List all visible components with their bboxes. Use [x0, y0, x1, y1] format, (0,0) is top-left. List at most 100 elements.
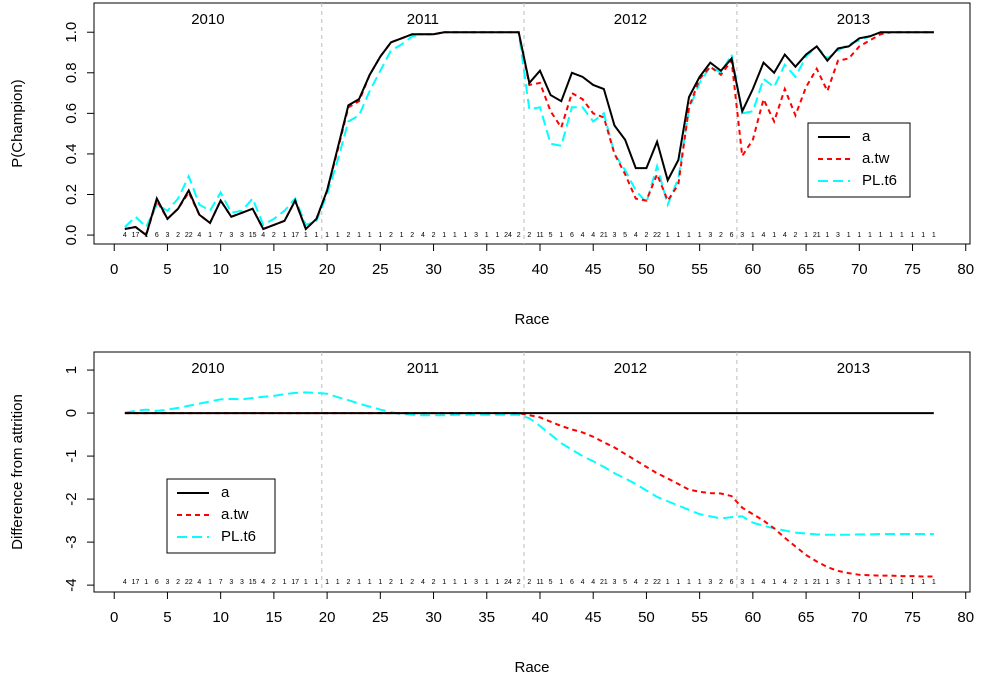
- finish-position: 1: [357, 579, 361, 586]
- y-tick-label: -2: [63, 492, 80, 505]
- x-tick-label: 0: [110, 609, 118, 626]
- x-tick-label: 40: [532, 609, 549, 626]
- finish-position: 1: [485, 579, 489, 586]
- finish-position: 1: [825, 232, 829, 239]
- finish-position: 2: [432, 232, 436, 239]
- x-tick-label: 55: [691, 609, 708, 626]
- finish-position: 1: [932, 579, 936, 586]
- finish-position: 1: [857, 579, 861, 586]
- finish-position: 15: [249, 579, 257, 586]
- finish-position: 4: [123, 232, 127, 239]
- finish-position: 4: [581, 232, 585, 239]
- y-tick-label: 0.6: [63, 103, 80, 124]
- finish-position: 3: [240, 579, 244, 586]
- finish-position: 2: [389, 579, 393, 586]
- finish-position: 4: [197, 579, 201, 586]
- finish-position: 1: [304, 579, 308, 586]
- finish-position: 1: [368, 579, 372, 586]
- finish-position: 4: [123, 579, 127, 586]
- finish-position: 1: [336, 579, 340, 586]
- y-tick-label: 0.0: [63, 225, 80, 246]
- finish-position: 3: [708, 232, 712, 239]
- x-tick-label: 55: [691, 261, 708, 278]
- finish-position: 2: [176, 579, 180, 586]
- finish-position: 4: [783, 232, 787, 239]
- finish-position: 3: [240, 232, 244, 239]
- legend-label: a.tw: [862, 150, 890, 167]
- x-tick-label: 25: [372, 609, 389, 626]
- finish-position: 4: [581, 579, 585, 586]
- finish-position: 1: [453, 579, 457, 586]
- finish-position: 1: [144, 579, 148, 586]
- finish-position: 6: [570, 232, 574, 239]
- finish-position: 1: [868, 579, 872, 586]
- finish-position: 3: [836, 232, 840, 239]
- x-tick-label: 60: [745, 261, 762, 278]
- series-line: [124, 412, 934, 578]
- finish-position: 1: [698, 232, 702, 239]
- legend-box: [166, 478, 276, 554]
- finish-position: 1: [879, 579, 883, 586]
- y-tick-label: 0: [63, 409, 80, 417]
- season-label: 2013: [837, 360, 870, 377]
- finish-position: 1: [400, 232, 404, 239]
- legend-label: PL.t6: [221, 528, 256, 545]
- finish-position: 4: [421, 232, 425, 239]
- finish-position: 3: [165, 579, 169, 586]
- finish-position: 6: [570, 579, 574, 586]
- finish-position: 7: [219, 232, 223, 239]
- x-tick-label: 30: [425, 261, 442, 278]
- finish-position: 1: [336, 232, 340, 239]
- x-tick-label: 65: [798, 261, 815, 278]
- finish-position: 1: [304, 232, 308, 239]
- finish-position: 21: [813, 579, 821, 586]
- finish-position: 4: [762, 232, 766, 239]
- x-tick-label: 80: [957, 609, 974, 626]
- finish-position: 1: [378, 579, 382, 586]
- finish-position: 1: [559, 579, 563, 586]
- x-tick-label: 20: [319, 609, 336, 626]
- finish-position: 5: [549, 579, 553, 586]
- finish-position: 1: [495, 232, 499, 239]
- legend-label: a.tw: [221, 506, 249, 523]
- finish-position: 2: [527, 232, 531, 239]
- finish-position: 1: [315, 579, 319, 586]
- finish-position: 3: [474, 232, 478, 239]
- finish-position: 11: [536, 579, 543, 586]
- finish-position: 1: [825, 579, 829, 586]
- finish-position: 1: [911, 232, 915, 239]
- finish-position: 17: [132, 579, 140, 586]
- finish-position: 1: [368, 232, 372, 239]
- x-tick-label: 10: [212, 609, 229, 626]
- finish-position: 1: [464, 232, 468, 239]
- y-tick-label: 1.0: [63, 22, 80, 43]
- finish-position: 17: [132, 232, 140, 239]
- finish-position: 1: [847, 232, 851, 239]
- season-label: 2012: [614, 360, 647, 377]
- x-tick-label: 25: [372, 261, 389, 278]
- finish-position: 2: [432, 579, 436, 586]
- finish-position: 1: [687, 579, 691, 586]
- y-axis-label: P(Champion): [9, 79, 26, 167]
- finish-position: 2: [527, 579, 531, 586]
- finish-position: 3: [613, 232, 617, 239]
- finish-position: 1: [857, 232, 861, 239]
- finish-position: 6: [730, 232, 734, 239]
- finish-position: 3: [229, 579, 233, 586]
- finish-position: 3: [740, 232, 744, 239]
- y-tick-label: 1: [63, 366, 80, 374]
- x-tick-label: 60: [745, 609, 762, 626]
- finish-position: 1: [751, 579, 755, 586]
- finish-position: 7: [219, 579, 223, 586]
- finish-position: 1: [900, 232, 904, 239]
- x-axis-label: Race: [514, 659, 549, 676]
- finish-position: 17: [291, 232, 299, 239]
- finish-position: 3: [165, 232, 169, 239]
- finish-position: 21: [600, 232, 608, 239]
- finish-position: 6: [155, 232, 159, 239]
- finish-position: 15: [249, 232, 257, 239]
- y-tick-label: -1: [63, 449, 80, 462]
- legend-box: [807, 122, 911, 198]
- finish-position: 3: [613, 579, 617, 586]
- season-label: 2011: [407, 360, 439, 377]
